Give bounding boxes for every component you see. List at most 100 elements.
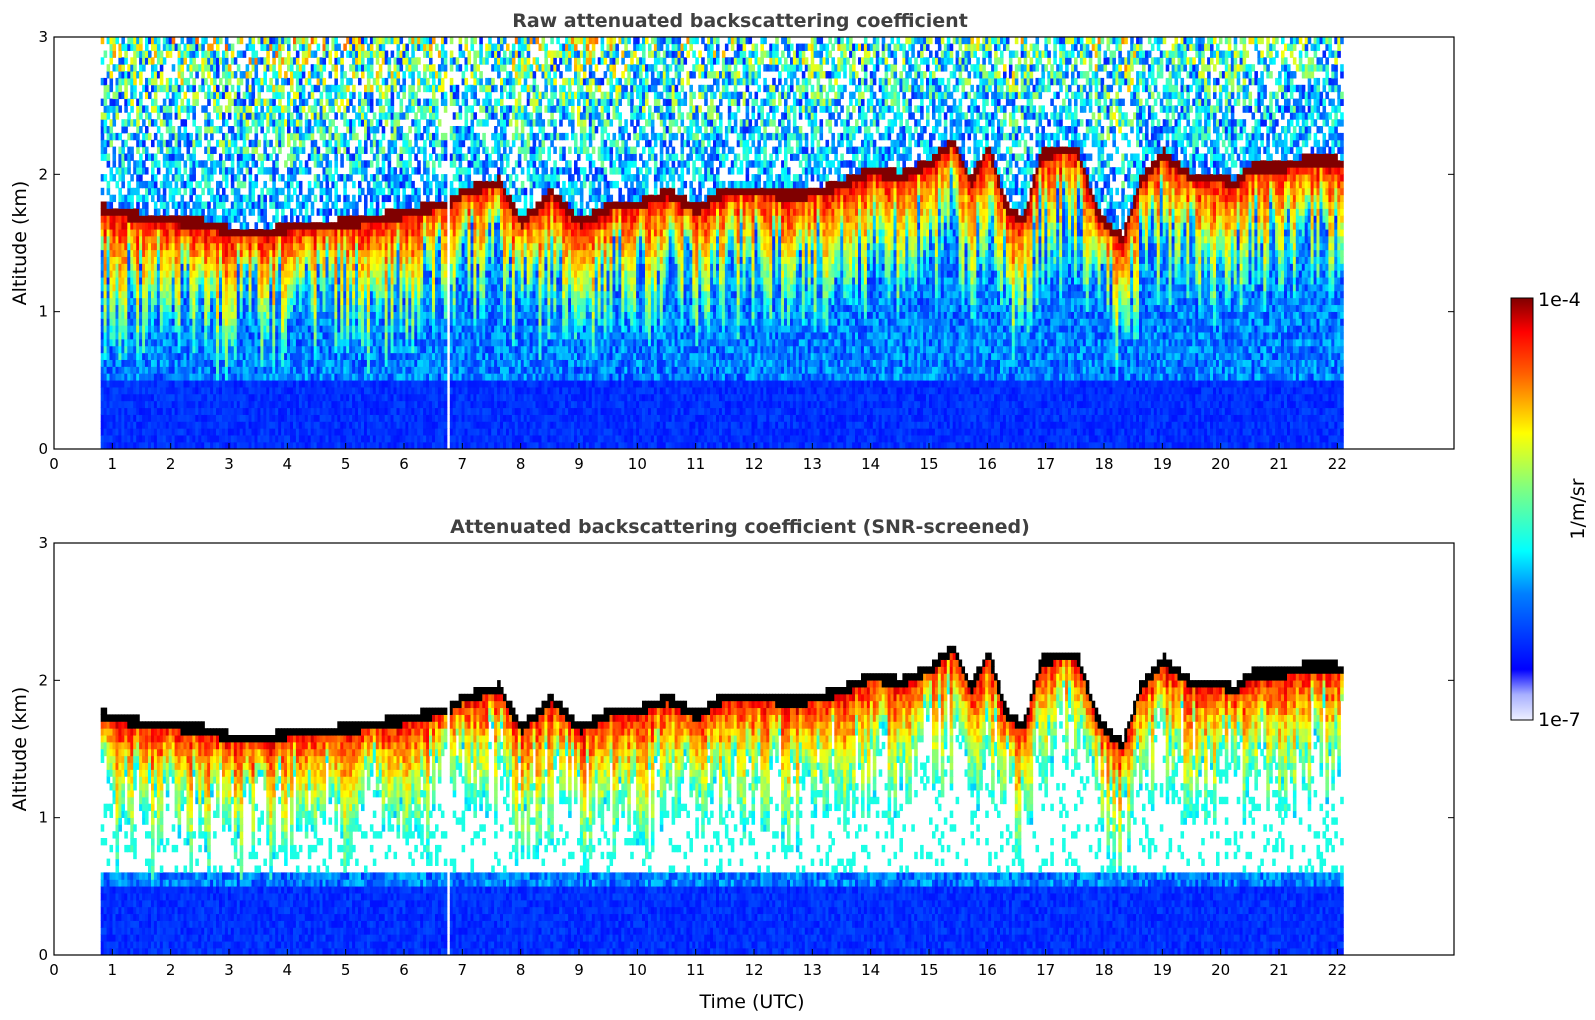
heatmap-cell: [163, 195, 167, 202]
figure: Raw attenuated backscattering coefficien…: [0, 0, 1595, 1020]
heatmap-cell: [116, 37, 120, 44]
heatmap-cell: [110, 140, 114, 147]
heatmap-cell: [142, 64, 146, 71]
heatmap-cell: [121, 37, 125, 44]
heatmap-cell: [136, 188, 140, 195]
heatmap-cell: [116, 99, 120, 106]
heatmap-cell: [121, 64, 125, 71]
heatmap-cell: [136, 119, 140, 126]
heatmap-cell: [127, 160, 131, 167]
heatmap-cell: [124, 57, 128, 64]
heatmap-cell: [157, 208, 161, 215]
heatmap-cell: [124, 126, 128, 133]
heatmap-cell: [130, 105, 134, 112]
heatmap-cell: [113, 160, 117, 167]
heatmap-cell: [139, 99, 143, 106]
heatmap-cell: [113, 44, 117, 51]
heatmap-cell: [113, 195, 117, 202]
heatmap-cell: [154, 92, 158, 99]
heatmap-cell: [160, 71, 164, 78]
heatmap-cell: [145, 202, 149, 209]
heatmap-cell: [130, 99, 134, 106]
heatmap-cell: [154, 78, 158, 85]
heatmap-cell: [151, 140, 155, 147]
raw-backscatter-panel: Raw attenuated backscattering coefficien…: [9, 10, 1454, 473]
heatmap-cell: [110, 126, 114, 133]
heatmap-cell: [163, 99, 167, 106]
heatmap-cell: [121, 181, 125, 188]
heatmap-cell: [139, 71, 143, 78]
heatmap-cell: [130, 154, 134, 161]
heatmap-cell: [107, 64, 111, 71]
heatmap-cell: [113, 174, 117, 181]
heatmap-cell: [118, 133, 122, 140]
heatmap-cell: [136, 133, 140, 140]
panel-title: Raw attenuated backscattering coefficien…: [512, 10, 968, 32]
heatmap-cell: [160, 64, 164, 71]
heatmap-cell: [166, 202, 170, 209]
heatmap-cell: [118, 188, 122, 195]
heatmap-cell: [151, 167, 155, 174]
heatmap-cell: [148, 92, 152, 99]
heatmap-cell: [157, 167, 161, 174]
heatmap-cell: [104, 147, 108, 154]
heatmap-cell: [133, 57, 137, 64]
heatmap-cell: [133, 92, 137, 99]
heatmap-cell: [110, 85, 114, 92]
heatmap-cell: [145, 208, 149, 215]
heatmap-cell: [118, 105, 122, 112]
heatmap-cell: [139, 92, 143, 99]
heatmap-cell: [154, 202, 158, 209]
heatmap-cell: [121, 174, 125, 181]
heatmap-cell: [124, 51, 128, 58]
heatmap-cell: [104, 51, 108, 58]
heatmap-cell: [113, 51, 117, 58]
heatmap-cell: [107, 188, 111, 195]
heatmap-cell: [104, 174, 108, 181]
heatmap-cell: [130, 147, 134, 154]
heatmap-area: [101, 37, 1344, 449]
heatmap-cell: [148, 133, 152, 140]
heatmap-cell: [104, 78, 108, 85]
heatmap-cell: [139, 112, 143, 119]
heatmap-cell: [127, 112, 131, 119]
heatmap-cell: [139, 44, 143, 51]
heatmap-cell: [127, 167, 131, 174]
heatmap-cell: [113, 119, 117, 126]
heatmap-cell: [101, 133, 105, 140]
heatmap-cell: [160, 78, 164, 85]
heatmap-cell: [154, 133, 158, 140]
heatmap-cell: [157, 188, 161, 195]
heatmap-cell: [166, 208, 170, 215]
heatmap-cell: [157, 37, 161, 44]
heatmap-cell: [130, 202, 134, 209]
heatmap-cell: [139, 37, 143, 44]
heatmap-cell: [110, 71, 114, 78]
heatmap-cell: [133, 64, 137, 71]
heatmap-cell: [160, 147, 164, 154]
heatmap-cell: [154, 119, 158, 126]
heatmap-cell: [139, 154, 143, 161]
heatmap-cell: [163, 57, 167, 64]
heatmap-cell: [160, 133, 164, 140]
heatmap-cell: [113, 147, 117, 154]
heatmap-cell: [157, 160, 161, 167]
heatmap-cell: [142, 140, 146, 147]
heatmap-cell: [145, 85, 149, 92]
heatmap-cell: [116, 112, 120, 119]
heatmap-cell: [110, 202, 114, 209]
heatmap-cell: [139, 126, 143, 133]
heatmap-cell: [121, 160, 125, 167]
heatmap-cell: [154, 154, 158, 161]
heatmap-cell: [136, 147, 140, 154]
heatmap-cell: [145, 167, 149, 174]
heatmap-cell: [124, 140, 128, 147]
heatmap-cell: [145, 195, 149, 202]
heatmap-cell: [107, 154, 111, 161]
heatmap-cell: [107, 181, 111, 188]
heatmap-cell: [118, 51, 122, 58]
heatmap-cell: [151, 57, 155, 64]
heatmap-cell: [133, 85, 137, 92]
heatmap-cell: [157, 44, 161, 51]
heatmap-cell: [139, 78, 143, 85]
